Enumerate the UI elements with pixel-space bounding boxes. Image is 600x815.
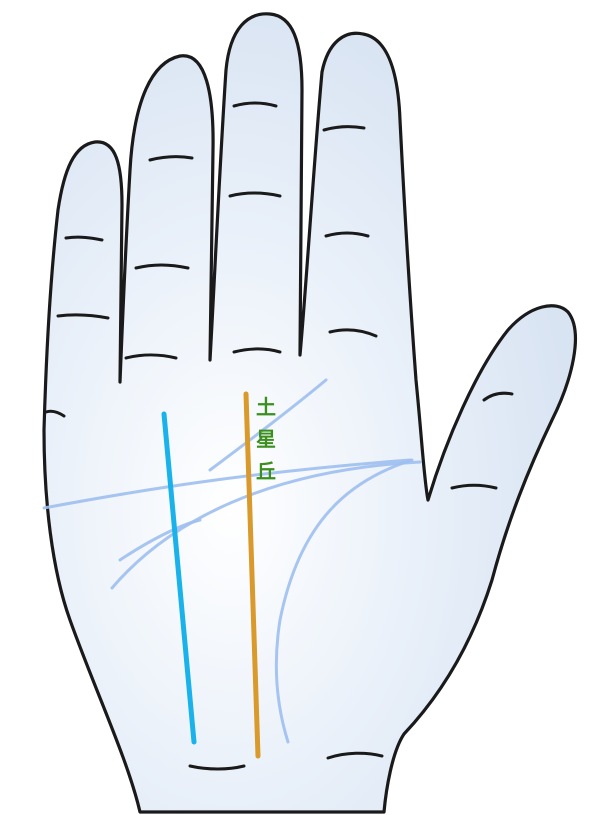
hand-outline bbox=[42, 12, 577, 814]
mount-label-char-1: 土 bbox=[256, 395, 276, 419]
mount-label-char-2: 星 bbox=[256, 427, 276, 451]
mount-label-char-3: 丘 bbox=[256, 459, 276, 483]
finger-creases bbox=[44, 101, 514, 771]
orange-highlight-line bbox=[243, 391, 261, 759]
blue-highlight-line bbox=[161, 411, 197, 745]
palm-lines bbox=[42, 378, 422, 744]
mount-label: 土 星 丘 bbox=[256, 395, 276, 483]
